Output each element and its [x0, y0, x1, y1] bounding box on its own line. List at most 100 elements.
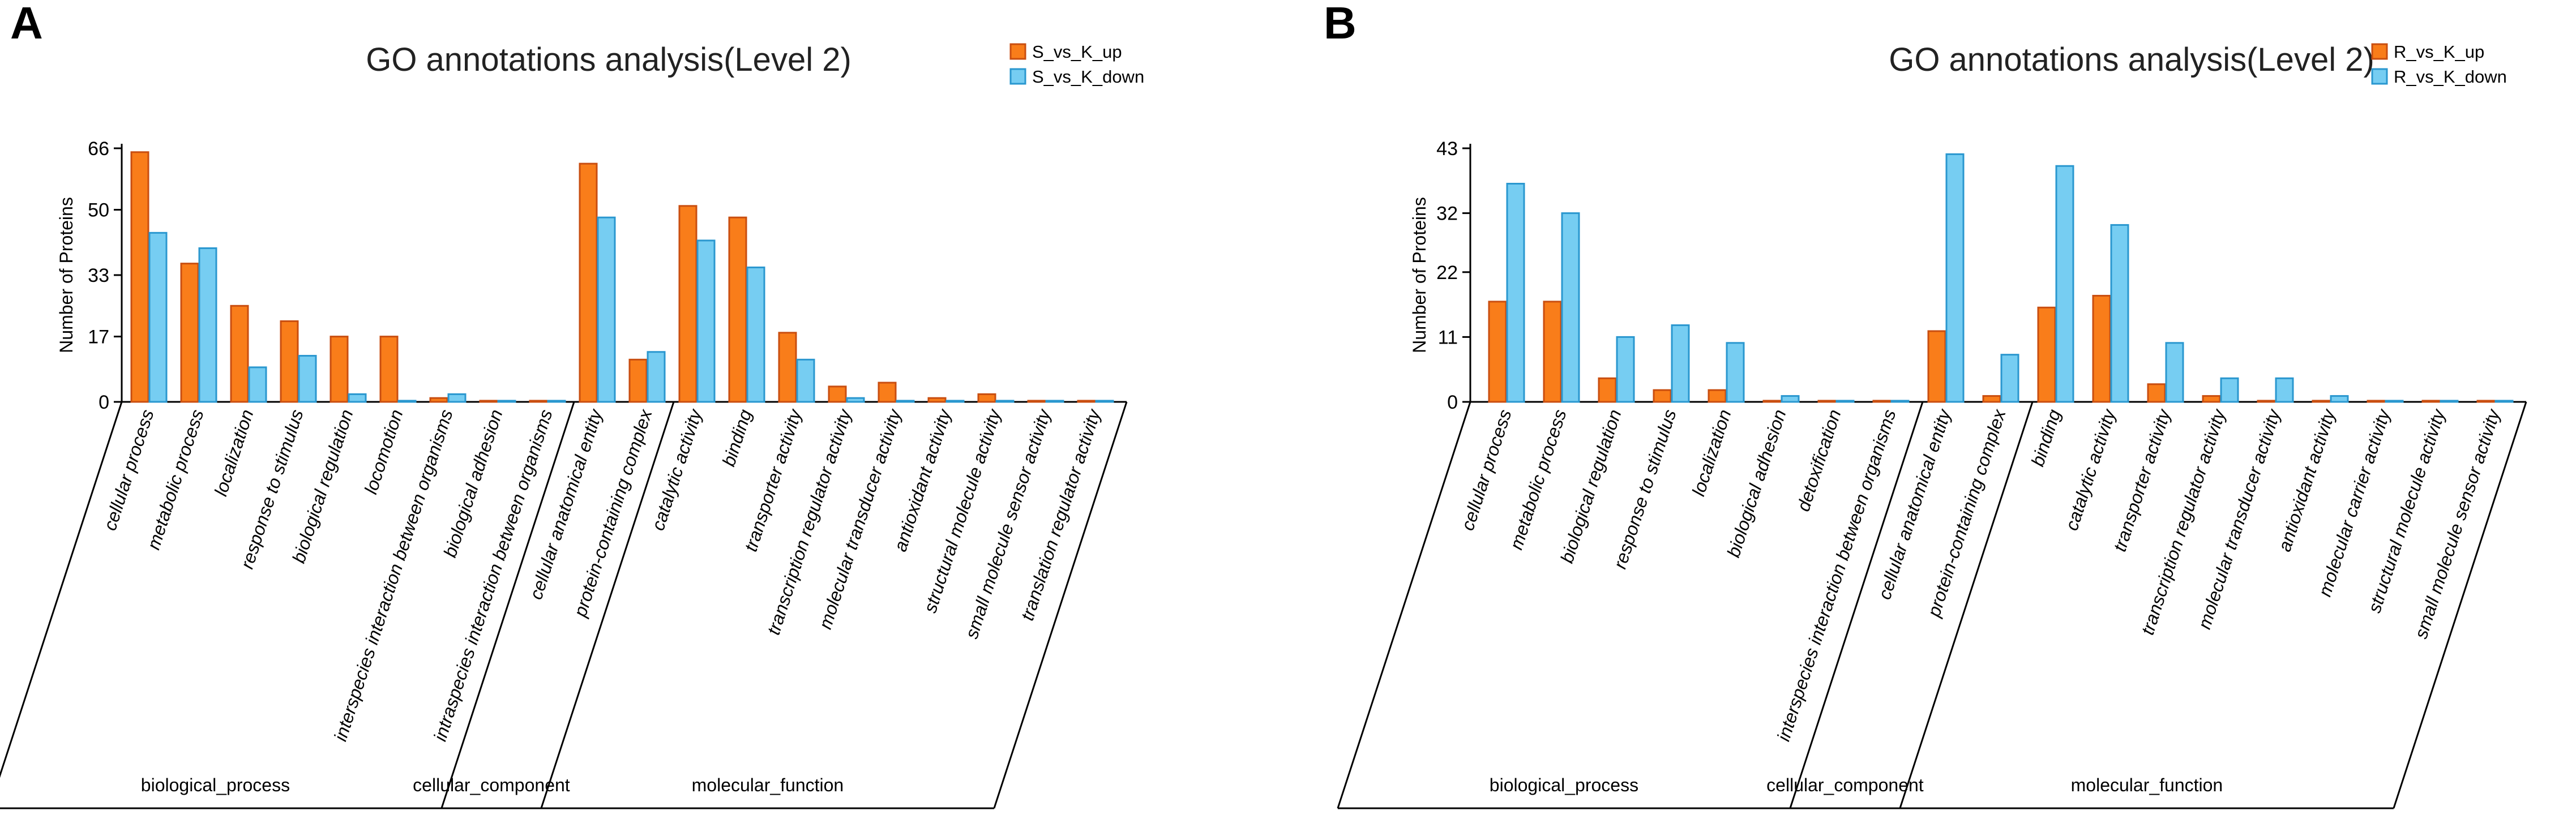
chart-title: GO annotations analysis(Level 2) — [1889, 41, 2374, 78]
group-label: molecular_function — [2071, 775, 2223, 795]
legend-label: S_vs_K_up — [1032, 42, 1122, 62]
category-label: localization — [210, 407, 257, 499]
legend-swatch-down — [2371, 68, 2388, 85]
bar-up — [280, 320, 299, 403]
category-divider — [1899, 401, 2034, 809]
category-label: cellular process — [100, 407, 158, 533]
bar-down — [2165, 342, 2184, 403]
panel-letter: A — [10, 0, 43, 48]
category-label: localization — [1688, 407, 1735, 499]
bar-down — [1045, 400, 1064, 403]
bar-up — [2147, 383, 2166, 403]
bar-up — [628, 358, 648, 403]
bar-down — [2220, 377, 2239, 403]
bar-down — [1726, 342, 1745, 403]
bar-up — [778, 332, 797, 403]
bar-down — [2000, 354, 2019, 403]
bar-up — [728, 216, 747, 403]
bar-up — [1598, 377, 1617, 403]
bar-up — [678, 205, 698, 403]
bar-down — [248, 366, 267, 403]
bar-up — [2476, 400, 2496, 403]
bar-up — [2312, 400, 2331, 403]
group-label: molecular_function — [692, 775, 844, 795]
bar-down — [1835, 400, 1855, 403]
bar-up — [1817, 400, 1837, 403]
bar-down — [348, 393, 367, 403]
bar-up — [330, 336, 349, 403]
category-divider — [0, 401, 123, 778]
bar-down — [1890, 400, 1910, 403]
y-tick-label: 50 — [88, 200, 109, 221]
bar-up — [927, 397, 947, 403]
bar-down — [2385, 400, 2404, 403]
category-label: catalytic activity — [648, 406, 707, 533]
bar-down — [746, 266, 765, 403]
category-label: cellular process — [1457, 407, 1516, 533]
bar-down — [497, 400, 516, 403]
bar-up — [1077, 400, 1096, 403]
bar-down — [2330, 395, 2349, 403]
bar-up — [1762, 400, 1782, 403]
bar-up — [1653, 389, 1672, 403]
bar-up — [2202, 395, 2221, 403]
bar-down — [148, 231, 168, 403]
bar-up — [1027, 400, 1046, 403]
bar-down — [1945, 153, 1965, 403]
bar-down — [846, 397, 865, 403]
bar-down — [1506, 183, 1525, 403]
category-label: response to stimulus — [1610, 407, 1680, 571]
category-divider — [1789, 401, 1924, 809]
bar-up — [479, 400, 498, 403]
bar-down — [547, 400, 566, 403]
bar-down — [597, 216, 616, 403]
category-divider — [2393, 401, 2527, 809]
y-tick-label: 22 — [1436, 262, 1458, 284]
bar-up — [2257, 400, 2276, 403]
bar-down — [447, 393, 467, 403]
y-tick-label: 11 — [1438, 327, 1458, 348]
chart-title: GO annotations analysis(Level 2) — [366, 41, 851, 78]
category-label: biological adhesion — [1723, 407, 1790, 560]
bar-up — [1982, 395, 2001, 403]
category-divider — [540, 401, 675, 809]
bar-up — [529, 400, 548, 403]
category-label: biological regulation — [1556, 407, 1625, 565]
bar-down — [1095, 400, 1114, 403]
bar-up — [579, 162, 598, 403]
bar-up — [1488, 301, 1507, 403]
y-tick-label: 32 — [1436, 203, 1458, 225]
bar-down — [2440, 400, 2459, 403]
y-tick-label: 66 — [88, 138, 109, 160]
bar-up — [379, 336, 399, 403]
category-label: metabolic process — [1506, 407, 1571, 552]
bar-down — [397, 400, 417, 403]
bar-down — [2110, 224, 2129, 403]
group-label: cellular_component — [413, 775, 570, 795]
bar-up — [2421, 400, 2441, 403]
bar-up — [429, 397, 448, 403]
category-label: binding — [718, 407, 756, 469]
category-label: interspecies interaction between organis… — [330, 407, 457, 744]
bar-down — [896, 400, 915, 403]
bar-down — [2055, 165, 2074, 403]
category-label: transporter activity — [2109, 406, 2175, 554]
bar-up — [180, 263, 199, 403]
bar-down — [696, 239, 716, 403]
bar-up — [1543, 301, 1562, 403]
bar-down — [1561, 212, 1580, 403]
category-label: detoxification — [1793, 407, 1845, 514]
bar-down — [945, 400, 965, 403]
bar-down — [198, 247, 217, 403]
bar-up — [878, 381, 897, 403]
y-tick-label: 33 — [88, 265, 109, 286]
bar-up — [2367, 400, 2386, 403]
bar-down — [796, 358, 815, 403]
bar-up — [977, 393, 996, 403]
bar-down — [1616, 336, 1635, 403]
category-divider — [1337, 401, 1471, 809]
y-axis-label: Number of Proteins — [1409, 197, 1430, 353]
legend-swatch-up — [2371, 43, 2388, 60]
panel-b: B GO annotations analysis(Level 2) R_vs_K_… — [1324, 0, 2527, 809]
